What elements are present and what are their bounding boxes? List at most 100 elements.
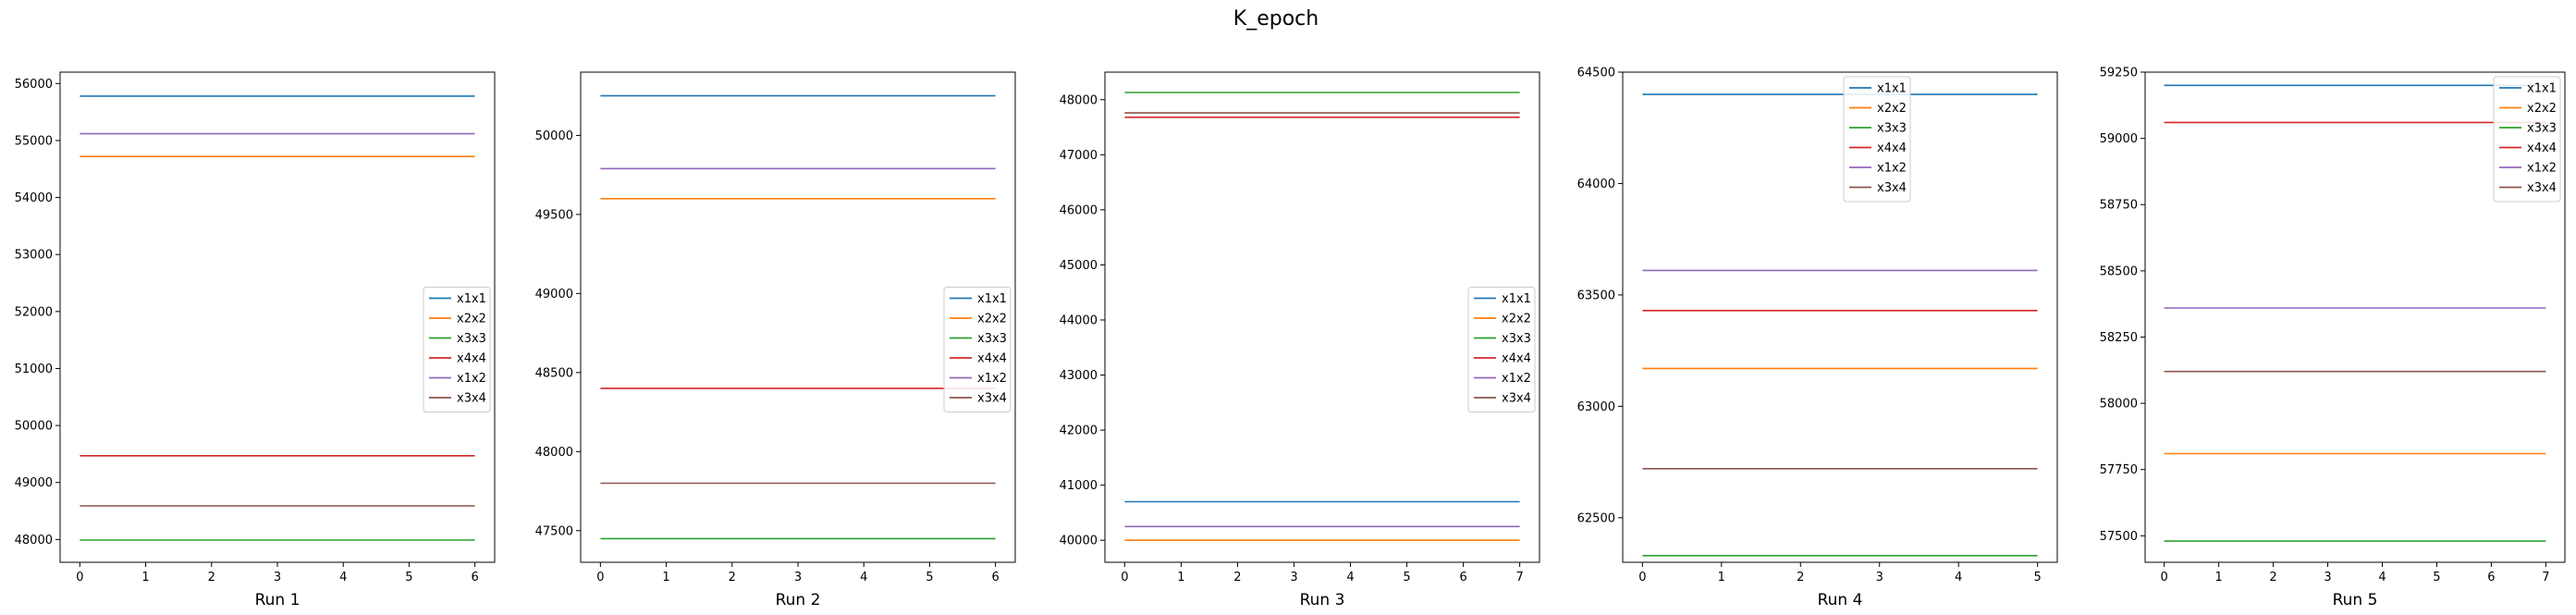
legend-label-x1x2: x1x2 bbox=[457, 372, 486, 386]
y-tick-label: 57500 bbox=[2100, 530, 2138, 544]
y-tick-label: 41000 bbox=[1060, 479, 1098, 493]
legend-label-x3x3: x3x3 bbox=[2527, 122, 2557, 136]
legend-label-x3x3: x3x3 bbox=[1877, 122, 1907, 136]
x-tick-label: 1 bbox=[1718, 571, 1725, 584]
x-axis-label: Run 4 bbox=[1818, 591, 1863, 609]
x-tick-label: 5 bbox=[2033, 571, 2041, 584]
legend-label-x1x2: x1x2 bbox=[1502, 372, 1531, 386]
legend: x1x1 x2x2 x3x3 x4x4 x1x2 x3x4 bbox=[423, 287, 491, 412]
y-tick-label: 47000 bbox=[1060, 149, 1098, 163]
y-tick-label: 48500 bbox=[535, 366, 573, 380]
y-tick-label: 49000 bbox=[535, 288, 573, 301]
legend-label-x3x4: x3x4 bbox=[977, 392, 1007, 406]
legend-label-x1x1: x1x1 bbox=[457, 292, 486, 306]
y-tick-label: 64000 bbox=[1577, 178, 1615, 191]
subplot-3: 0 1 2 3 4 5 6 7 40000 41000 42000 43000 44000 45000 46… bbox=[1060, 71, 1540, 609]
x-tick-label: 1 bbox=[2214, 571, 2222, 584]
subplot-5: 0 1 2 3 4 5 6 7 57500 57750 58000 58250 58500 58750 59… bbox=[2100, 67, 2566, 609]
x-tick-label: 5 bbox=[2433, 571, 2440, 584]
x-tick-label: 5 bbox=[405, 571, 412, 584]
legend-label-x4x4: x4x4 bbox=[977, 352, 1007, 366]
y-tick-label: 52000 bbox=[15, 305, 53, 319]
legend-label-x2x2: x2x2 bbox=[1877, 102, 1907, 116]
legend-label-x2x2: x2x2 bbox=[2527, 102, 2557, 116]
y-tick-label: 55000 bbox=[15, 134, 53, 148]
legend-label-x1x1: x1x1 bbox=[1877, 82, 1907, 96]
x-tick-label: 0 bbox=[76, 571, 83, 584]
x-tick-label: 7 bbox=[2542, 571, 2549, 584]
y-tick-label: 58000 bbox=[2100, 398, 2138, 412]
x-tick-label: 2 bbox=[1233, 571, 1241, 584]
y-tick-label: 50000 bbox=[535, 129, 573, 143]
x-tick-label: 1 bbox=[662, 571, 669, 584]
legend-label-x2x2: x2x2 bbox=[457, 313, 486, 326]
y-tick-label: 43000 bbox=[1060, 369, 1098, 383]
legend-label-x3x3: x3x3 bbox=[457, 332, 486, 346]
legend-label-x4x4: x4x4 bbox=[1877, 141, 1907, 155]
y-tick-label: 46000 bbox=[1060, 203, 1098, 217]
y-tick-label: 51000 bbox=[15, 363, 53, 376]
x-tick-label: 6 bbox=[991, 571, 999, 584]
legend-label-x4x4: x4x4 bbox=[1502, 352, 1531, 366]
legend-label-x3x3: x3x3 bbox=[977, 332, 1007, 346]
y-tick-label: 57750 bbox=[2100, 463, 2138, 477]
y-tick-label: 63000 bbox=[1577, 400, 1615, 414]
y-tick-label: 45000 bbox=[1060, 259, 1098, 273]
x-tick-label: 6 bbox=[1459, 571, 1466, 584]
y-tick-label: 47500 bbox=[535, 524, 573, 538]
y-tick-label: 62500 bbox=[1577, 511, 1615, 525]
x-tick-label: 2 bbox=[2269, 571, 2276, 584]
x-tick-label: 3 bbox=[1290, 571, 1297, 584]
legend: x1x1 x2x2 x3x3 x4x4 x1x2 x3x4 bbox=[1467, 287, 1536, 412]
legend-label-x1x1: x1x1 bbox=[2527, 82, 2557, 96]
x-tick-label: 1 bbox=[141, 571, 149, 584]
legend-label-x4x4: x4x4 bbox=[2527, 141, 2557, 155]
figure-suptitle: K_epoch bbox=[1233, 7, 1319, 31]
legend-label-x3x4: x3x4 bbox=[2527, 181, 2557, 195]
x-tick-label: 2 bbox=[729, 571, 736, 584]
y-tick-label: 48000 bbox=[535, 446, 573, 460]
x-tick-label: 6 bbox=[2487, 571, 2495, 584]
y-tick-label: 50000 bbox=[15, 420, 53, 434]
x-tick-label: 2 bbox=[208, 571, 215, 584]
legend-label-x1x1: x1x1 bbox=[1502, 292, 1531, 306]
x-axis-label: Run 5 bbox=[2333, 591, 2378, 609]
plot-frame bbox=[1104, 71, 1540, 563]
x-axis-label: Run 1 bbox=[255, 591, 301, 609]
legend-label-x3x4: x3x4 bbox=[1502, 392, 1531, 406]
subplot-4: 0 1 2 3 4 5 62500 63000 63500 64000 64500 Run 4 x1x1… bbox=[1577, 67, 2058, 609]
legend-label-x1x2: x1x2 bbox=[2527, 162, 2557, 176]
y-tick-label: 58750 bbox=[2100, 199, 2138, 213]
y-tick-label: 64500 bbox=[1577, 67, 1615, 80]
y-tick-label: 63500 bbox=[1577, 289, 1615, 302]
x-tick-label: 0 bbox=[596, 571, 604, 584]
x-tick-label: 3 bbox=[794, 571, 802, 584]
x-tick-label: 4 bbox=[1346, 571, 1354, 584]
x-tick-label: 5 bbox=[926, 571, 933, 584]
legend: x1x1 x2x2 x3x3 x4x4 x1x2 x3x4 bbox=[1843, 76, 1911, 203]
x-tick-label: 0 bbox=[1121, 571, 1128, 584]
y-tick-label: 44000 bbox=[1060, 314, 1098, 327]
x-tick-label: 7 bbox=[1515, 571, 1523, 584]
subplot-2: 0 1 2 3 4 5 6 47500 48000 48500 49000 49500 50000 Run… bbox=[535, 71, 1016, 609]
plot-frame bbox=[1622, 71, 2058, 563]
y-tick-label: 54000 bbox=[15, 191, 53, 205]
x-tick-label: 4 bbox=[339, 571, 347, 584]
y-tick-label: 49000 bbox=[15, 476, 53, 490]
y-tick-label: 49500 bbox=[535, 208, 573, 222]
legend-label-x2x2: x2x2 bbox=[1502, 313, 1531, 326]
x-tick-label: 2 bbox=[1797, 571, 1804, 584]
legend: x1x1 x2x2 x3x3 x4x4 x1x2 x3x4 bbox=[943, 287, 1012, 412]
x-tick-label: 3 bbox=[2324, 571, 2331, 584]
legend-label-x3x4: x3x4 bbox=[457, 392, 486, 406]
y-tick-label: 48000 bbox=[15, 534, 53, 547]
legend-label-x1x1: x1x1 bbox=[977, 292, 1007, 306]
legend-label-x4x4: x4x4 bbox=[457, 352, 486, 366]
x-axis-label: Run 2 bbox=[776, 591, 821, 609]
y-tick-label: 56000 bbox=[15, 78, 53, 92]
legend-label-x2x2: x2x2 bbox=[977, 313, 1007, 326]
legend-label-x1x2: x1x2 bbox=[1877, 162, 1907, 176]
x-axis-label: Run 3 bbox=[1300, 591, 1345, 609]
